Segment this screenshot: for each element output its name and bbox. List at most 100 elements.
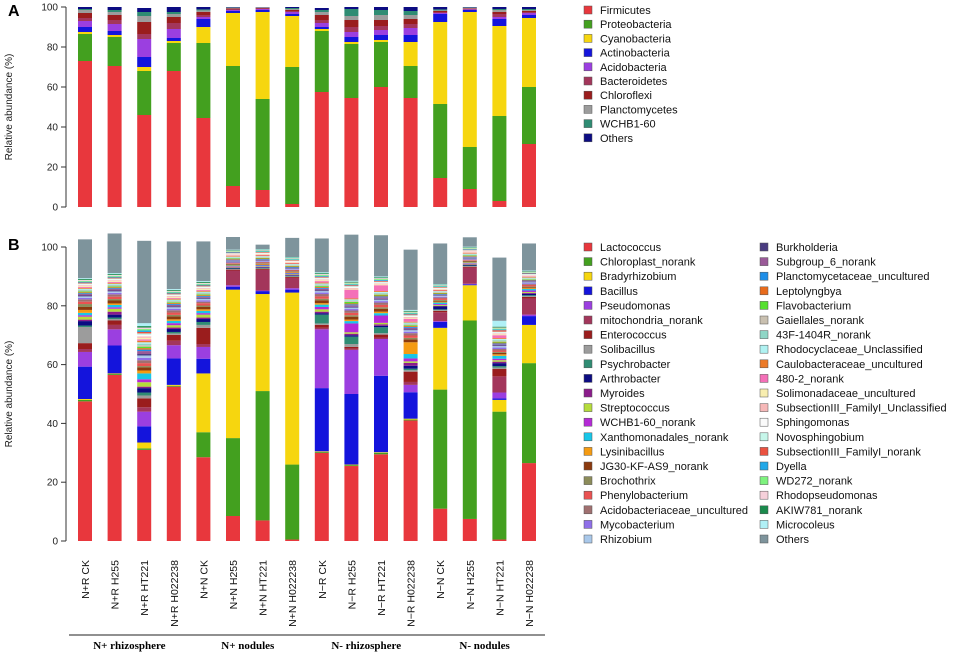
bar-segment: [344, 282, 359, 284]
bar-segment: [78, 9, 92, 10]
bar-segment: [196, 293, 211, 295]
bar-segment: [492, 350, 507, 352]
bar-segment: [285, 271, 300, 272]
bar-segment: [492, 320, 507, 327]
bar-segment: [344, 346, 359, 349]
bar-segment: [492, 347, 507, 350]
bar-segment: [166, 308, 181, 311]
bar-segment: [255, 250, 270, 251]
bar-segment: [522, 18, 536, 87]
bar-segment: [492, 12, 507, 14]
bar-segment: [107, 285, 122, 287]
bar-segment: [196, 321, 211, 325]
bar-segment: [492, 19, 507, 26]
bar-segment: [226, 254, 240, 255]
bar-segment: [78, 32, 92, 34]
bar-segment: [226, 264, 240, 266]
bar-segment: [344, 303, 359, 305]
bar-segment: [107, 286, 122, 288]
bar-segment: [344, 300, 359, 302]
bar-segment: [344, 9, 359, 16]
bar-segment: [285, 464, 300, 540]
bar-segment: [137, 442, 152, 449]
legend-swatch: [759, 505, 769, 515]
bar-segment: [78, 343, 92, 350]
bar-segment: [196, 303, 211, 306]
bar-segment: [344, 234, 359, 281]
bar-segment: [196, 289, 211, 291]
bar-segment: [314, 323, 329, 325]
bar-segment: [462, 262, 477, 264]
bar-segment: [522, 296, 536, 297]
bar-segment: [78, 321, 92, 326]
bar-segment: [522, 270, 536, 272]
legend-swatch: [759, 388, 769, 398]
bar-segment: [403, 322, 418, 324]
bar-segment: [137, 342, 152, 344]
legend-label: SubsectionIII_FamilyI_norank: [776, 446, 921, 458]
bar-segment: [314, 329, 329, 389]
bar-segment: [255, 259, 270, 261]
bar-segment: [137, 379, 152, 383]
bar-segment: [522, 284, 536, 285]
legend-label: Enterococcus: [600, 330, 667, 342]
x-category-label: N+R CK: [80, 560, 92, 599]
bar-segment: [314, 300, 329, 304]
bar-segment: [344, 299, 359, 301]
bar-segment: [285, 262, 300, 264]
legend-label: Microcoleus: [776, 519, 835, 531]
bar-segment: [374, 279, 388, 280]
bar-segment: [403, 361, 418, 363]
bar-segment: [107, 324, 122, 330]
bar-segment: [314, 272, 329, 274]
bar-segment: [403, 311, 418, 313]
bar-segment: [166, 304, 181, 305]
bar-segment: [522, 144, 536, 207]
legend-swatch: [583, 330, 593, 339]
bar-segment: [344, 280, 359, 282]
bar-segment: [226, 269, 240, 270]
bar-segment: [374, 10, 388, 15]
x-category-label: N+R H255: [110, 560, 122, 609]
bar-segment: [107, 281, 122, 283]
bar-segment: [492, 338, 507, 340]
bar-segment: [522, 324, 536, 364]
bar-segment: [285, 288, 300, 290]
bar-segment: [107, 317, 122, 320]
bar-segment: [166, 29, 181, 38]
bar-segment: [314, 324, 329, 328]
bar-segment: [492, 332, 507, 334]
bar-segment: [196, 292, 211, 294]
bar-segment: [374, 291, 388, 292]
bar-segment: [492, 398, 507, 400]
bar-segment: [403, 418, 418, 420]
bar-segment: [166, 23, 181, 29]
bar-segment: [166, 310, 181, 313]
bar-segment: [344, 394, 359, 465]
legend-label: Bacteroidetes: [600, 76, 668, 88]
bar-segment: [285, 265, 300, 266]
bar-segment: [196, 9, 211, 11]
bar-segment: [522, 12, 536, 13]
legend-swatch: [759, 461, 769, 471]
bar-segment: [166, 340, 181, 346]
bar-segment: [403, 321, 418, 323]
bar-segment: [522, 279, 536, 280]
bar-segment: [285, 275, 300, 277]
bar-segment: [522, 7, 536, 9]
bar-segment: [433, 292, 448, 293]
bar-segment: [137, 367, 152, 371]
bar-segment: [226, 256, 240, 257]
bar-segment: [522, 87, 536, 144]
bar-segment: [285, 275, 300, 276]
bar-segment: [314, 296, 329, 299]
bar-segment: [107, 319, 122, 321]
bar-segment: [403, 370, 418, 372]
bar-segment: [403, 329, 418, 331]
legend-label: Novosphingobium: [776, 432, 864, 444]
bar-segment: [522, 278, 536, 280]
bar-segment: [107, 373, 122, 375]
bar-segment: [433, 297, 448, 299]
legend-swatch: [583, 520, 593, 529]
bar-segment: [403, 371, 418, 382]
